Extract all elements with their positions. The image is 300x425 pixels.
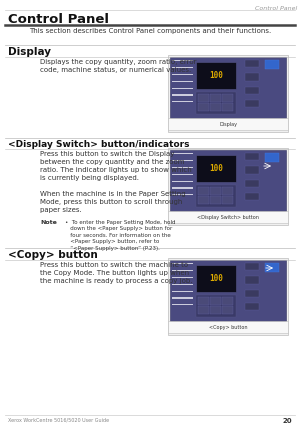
Text: Press this button to switch the Display
between the copy quantity and the zoom
r: Press this button to switch the Display … [40, 151, 192, 213]
Bar [172, 263, 193, 264]
Bar [210, 103, 221, 111]
Bar [210, 187, 221, 195]
Text: This section describes Control Panel components and their functions.: This section describes Control Panel com… [29, 28, 271, 34]
Bar [172, 88, 193, 89]
Bar [172, 160, 193, 161]
Bar [172, 194, 193, 196]
Bar [245, 60, 259, 67]
Bar [245, 193, 259, 200]
Bar [168, 55, 288, 132]
Bar [168, 118, 288, 130]
Bar [196, 295, 236, 317]
Bar [172, 270, 193, 271]
Bar [222, 94, 233, 102]
Bar [172, 298, 193, 299]
Text: Control Panel: Control Panel [255, 6, 297, 11]
Bar [210, 196, 221, 204]
Bar [210, 94, 221, 102]
Bar [245, 276, 259, 283]
Text: 100: 100 [209, 274, 223, 283]
Bar [172, 67, 193, 68]
Bar [197, 187, 209, 195]
Bar [170, 57, 286, 118]
Text: 100: 100 [209, 164, 223, 173]
Text: <Display Switch> button: <Display Switch> button [197, 215, 259, 219]
Bar [265, 263, 279, 272]
Bar [168, 321, 288, 333]
Bar [245, 289, 259, 297]
Bar [170, 260, 286, 321]
Bar [210, 306, 221, 314]
Bar [245, 73, 259, 81]
Bar [170, 150, 286, 211]
Text: Displays the copy quantity, zoom ratio, error
code, machine status, or numerical: Displays the copy quantity, zoom ratio, … [40, 59, 196, 73]
Bar [172, 74, 193, 75]
Bar [210, 298, 221, 305]
Bar [172, 291, 193, 292]
Text: <Copy> button: <Copy> button [209, 325, 247, 329]
Bar [172, 101, 193, 102]
Bar [197, 94, 209, 102]
Bar [172, 283, 193, 285]
Bar [172, 174, 193, 175]
Text: <Display Switch> button/indicators: <Display Switch> button/indicators [8, 140, 190, 149]
Bar [172, 277, 193, 278]
Bar [172, 60, 193, 61]
Bar [196, 265, 236, 292]
Bar [172, 181, 193, 182]
Bar [172, 187, 193, 189]
Bar [222, 306, 233, 314]
Bar [196, 62, 236, 89]
Bar [196, 155, 236, 182]
Bar [196, 185, 236, 207]
Bar [172, 153, 193, 154]
Bar [197, 196, 209, 204]
Bar [222, 103, 233, 111]
Bar [172, 167, 193, 168]
Text: Note: Note [40, 220, 57, 225]
Bar [245, 87, 259, 94]
Bar [245, 153, 259, 160]
Bar [245, 303, 259, 310]
Bar [168, 258, 288, 335]
Text: Display: Display [8, 47, 51, 57]
Text: Xerox WorkCentre 5016/5020 User Guide: Xerox WorkCentre 5016/5020 User Guide [8, 418, 109, 423]
Bar [222, 298, 233, 305]
Bar [197, 103, 209, 111]
Bar [222, 187, 233, 195]
Bar [168, 148, 288, 225]
Bar [172, 81, 193, 82]
Bar [196, 92, 236, 114]
Text: 20: 20 [282, 418, 292, 424]
Text: •  To enter the Paper Setting Mode, hold
   down the <Paper Supply> button for
 : • To enter the Paper Setting Mode, hold … [65, 220, 176, 251]
Text: 100: 100 [209, 71, 223, 80]
Bar [172, 304, 193, 306]
Text: Control Panel: Control Panel [8, 13, 109, 26]
Bar [245, 179, 259, 187]
Bar [197, 306, 209, 314]
Bar [245, 100, 259, 107]
Text: Display: Display [219, 122, 237, 127]
Bar [245, 263, 259, 270]
Bar [265, 153, 279, 162]
Bar [172, 94, 193, 96]
Text: Press this button to switch the machine to
the Copy Mode. The button lights up w: Press this button to switch the machine … [40, 262, 193, 284]
Bar [168, 211, 288, 223]
Text: <Copy> button: <Copy> button [8, 250, 98, 260]
Bar [197, 298, 209, 305]
Bar [245, 166, 259, 173]
Bar [222, 196, 233, 204]
Bar [265, 60, 279, 69]
